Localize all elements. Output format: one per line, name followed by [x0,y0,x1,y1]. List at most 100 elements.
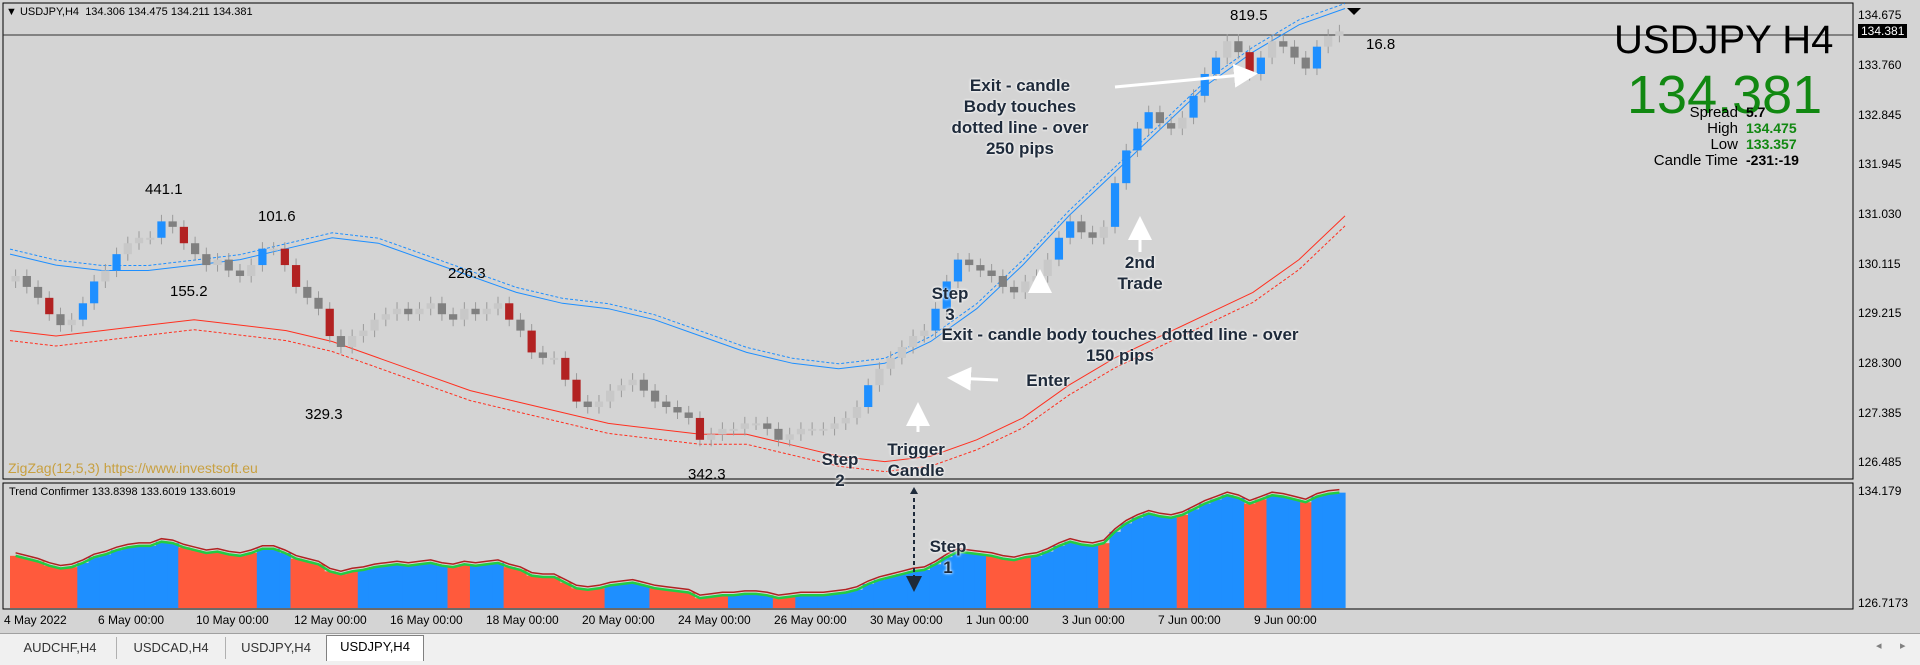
indicator-bar [1120,523,1133,608]
indicator-bar [941,557,953,608]
indicator-axis-label: 126.7173 [1858,596,1909,610]
indicator-bar [593,588,606,608]
candle [190,243,200,255]
low-label: Low [1710,136,1738,153]
candle [998,275,1007,287]
candle [751,423,761,426]
collapse-icon[interactable]: ▼ [6,6,17,18]
candle [123,243,132,255]
tab-scroll-right-icon[interactable]: ▸ [1900,640,1906,652]
tab-scroll-left-icon[interactable]: ◂ [1876,640,1882,652]
candle [875,368,884,386]
indicator-bar [1109,531,1122,608]
candle [864,385,873,408]
zigzag-credit[interactable]: ZigZag(12,5,3) https://www.investsoft.eu [8,460,258,476]
indicator-bar [1322,493,1335,608]
candle [796,428,806,435]
candle [1335,31,1344,36]
tab-usdcad[interactable]: USDCAD,H4 [117,637,226,659]
indicator-bar [795,595,808,608]
indicator-bar [840,592,852,608]
indicator-bar [66,567,78,608]
indicator-bar [716,595,729,608]
candle [1178,117,1187,129]
indicator-bar [1266,495,1279,608]
candle [729,428,738,431]
indicator-bar [492,562,505,608]
candle [258,248,267,266]
tab-usdjpy-active[interactable]: USDJPY,H4 [326,635,424,661]
candle [1155,112,1165,124]
candle [1267,41,1277,58]
zigzag-label: 101.6 [258,208,296,225]
chart-canvas[interactable] [0,0,1920,633]
candle [684,412,693,418]
candle [303,286,312,298]
time-axis-label: 4 May 2022 [4,613,67,627]
indicator-bar [88,557,101,608]
time-axis-label: 12 May 00:00 [294,613,367,627]
indicator-bar [256,548,269,608]
candle [471,308,480,315]
candle [33,286,43,298]
indicator-bar [380,565,393,608]
indicator-bar [301,561,314,608]
candle [673,407,682,413]
indicator-bar [245,553,258,608]
indicator-bar [683,592,695,608]
lower-band-line [9,215,1346,463]
indicator-bar [761,595,774,608]
candle [774,428,783,440]
indicator-bar [458,564,471,608]
indicator-bar [368,567,381,608]
candle [572,379,581,402]
indicator-bar [167,543,179,608]
candle [348,336,357,347]
candle [291,265,301,287]
candle [134,237,144,244]
indicator-bar [234,555,247,608]
indicator-bar [537,576,550,608]
indicator-bar [649,588,662,608]
indicator-bar [1030,555,1043,608]
indicator-bar [963,553,976,608]
candle [785,434,794,440]
candle [381,314,390,320]
shift-marker-icon[interactable] [1347,8,1361,15]
price-axis-label: 126.485 [1858,455,1902,470]
candle [1256,57,1265,74]
chart-background [0,0,1920,633]
annotation-step1: Step 1 [929,537,967,577]
candle [583,401,592,408]
candle [594,401,604,408]
exit-arrow [1114,63,1258,89]
annotation-trigger: Trigger Candle [887,440,945,480]
candle [707,434,716,440]
price-axis-label: 129.215 [1858,306,1902,321]
tab-audchf[interactable]: AUDCHF,H4 [4,637,117,659]
indicator-bar [481,564,493,608]
candle [370,319,379,331]
candle [157,221,166,238]
tab-usdjpy-1[interactable]: USDJPY,H4 [226,637,327,659]
zigzag-label: 16.8 [1366,36,1396,53]
indicator-bar [885,576,897,608]
indicator-bar [1311,496,1324,608]
candle [740,423,749,429]
candle [11,275,20,282]
indicator-bar [335,574,348,608]
candle [179,226,188,244]
price-axis-label: 127.385 [1858,406,1902,421]
candle-time-label: Candle Time [1653,152,1738,169]
annotation-step3: Step 3 [931,284,969,324]
indicator-bar [862,584,875,608]
zigzag-label: 819.5 [1230,7,1268,24]
indicator-bar [290,558,303,608]
indicator-bar [997,558,1010,608]
candle [617,385,626,391]
annotation-step2: Step 2 [821,450,859,490]
candle [146,237,155,240]
candle [1223,41,1232,58]
indicator-bar [1075,544,1088,608]
time-axis-label: 18 May 00:00 [486,613,559,627]
